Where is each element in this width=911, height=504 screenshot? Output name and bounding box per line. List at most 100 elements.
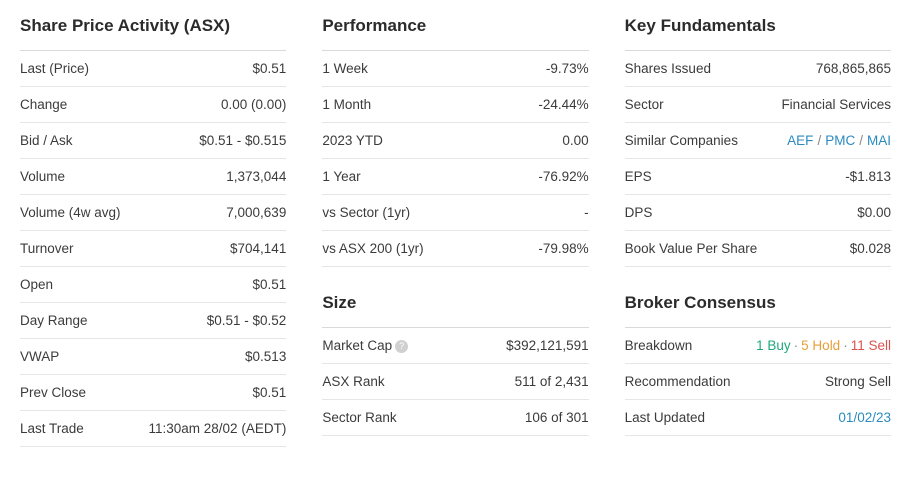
- sector-value: Financial Services: [781, 97, 891, 112]
- row-label: Prev Close: [20, 385, 86, 400]
- row-label: Bid / Ask: [20, 133, 73, 148]
- table-row: Volume 1,373,044: [20, 159, 286, 195]
- table-row: 1 Month -24.44%: [322, 87, 588, 123]
- last-updated-value[interactable]: 01/02/23: [838, 410, 891, 425]
- row-value: $704,141: [230, 241, 286, 256]
- table-row: Change 0.00 (0.00): [20, 87, 286, 123]
- similar-link-aef[interactable]: AEF: [787, 133, 813, 148]
- table-row: Open$0.51: [20, 267, 286, 303]
- table-row: Day Range $0.51 - $0.52: [20, 303, 286, 339]
- middle-column: Performance 1 Week -9.73% 1 Month -24.44% 20…: [322, 16, 588, 447]
- separator: /: [813, 133, 825, 148]
- row-label: Last Trade: [20, 421, 84, 436]
- shares-issued-value: 768,865,865: [816, 61, 891, 76]
- row-value: $0.51 - $0.52: [207, 313, 287, 328]
- row-value: -: [584, 205, 589, 220]
- row-value: -24.44%: [538, 97, 588, 112]
- broker-consensus-title: Broker Consensus: [625, 293, 891, 328]
- row-label: Volume: [20, 169, 65, 184]
- row-label: ASX Rank: [322, 374, 384, 389]
- table-row: ASX Rank 511 of 2,431: [322, 364, 588, 400]
- row-value: 0.00: [562, 133, 588, 148]
- row-value: 0.00 (0.00): [221, 97, 286, 112]
- row-label: Open: [20, 277, 53, 292]
- table-row: EPS -$1.813: [625, 159, 891, 195]
- table-row: Sector Financial Services: [625, 87, 891, 123]
- eps-label: EPS: [625, 169, 652, 184]
- row-value: 106 of 301: [525, 410, 589, 425]
- table-row: Last Trade11:30am 28/02 (AEDT): [20, 411, 286, 447]
- last-updated-label: Last Updated: [625, 410, 705, 425]
- breakdown-value: 1 Buy·5 Hold·11 Sell: [756, 338, 891, 353]
- row-value: $0.513: [245, 349, 286, 364]
- performance-title: Performance: [322, 16, 588, 51]
- row-value: 1,373,044: [226, 169, 286, 184]
- table-row: Last Updated 01/02/23: [625, 400, 891, 436]
- similar-companies-label: Similar Companies: [625, 133, 738, 148]
- table-row: Breakdown 1 Buy·5 Hold·11 Sell: [625, 328, 891, 364]
- table-row: Recommendation Strong Sell: [625, 364, 891, 400]
- shares-issued-label: Shares Issued: [625, 61, 711, 76]
- similar-link-pmc[interactable]: PMC: [825, 133, 855, 148]
- row-value: -9.73%: [546, 61, 589, 76]
- row-label: Sector Rank: [322, 410, 396, 425]
- row-label: Change: [20, 97, 67, 112]
- breakdown-hold: 5 Hold: [801, 338, 840, 353]
- table-row: 1 Year -76.92%: [322, 159, 588, 195]
- breakdown-label: Breakdown: [625, 338, 693, 353]
- broker-consensus-table: Breakdown 1 Buy·5 Hold·11 Sell Recommend…: [625, 328, 891, 436]
- row-label: 1 Week: [322, 61, 368, 76]
- dps-label: DPS: [625, 205, 653, 220]
- table-row: vs ASX 200 (1yr)-79.98%: [322, 231, 588, 267]
- key-fundamentals-table: Shares Issued 768,865,865 Sector Financi…: [625, 51, 891, 267]
- table-row: DPS $0.00: [625, 195, 891, 231]
- sector-label: Sector: [625, 97, 664, 112]
- share-price-activity-title: Share Price Activity (ASX): [20, 16, 286, 51]
- bvps-label: Book Value Per Share: [625, 241, 758, 256]
- similar-companies-value: AEF/PMC/MAI: [787, 133, 891, 148]
- row-value: 511 of 2,431: [515, 374, 589, 389]
- similar-link-mai[interactable]: MAI: [867, 133, 891, 148]
- table-row: Last (Price)$0.51: [20, 51, 286, 87]
- table-row: Shares Issued 768,865,865: [625, 51, 891, 87]
- row-value: $0.51: [253, 385, 287, 400]
- row-label: vs ASX 200 (1yr): [322, 241, 423, 256]
- share-price-activity-panel: Share Price Activity (ASX) Last (Price)$…: [20, 16, 286, 447]
- separator: /: [855, 133, 867, 148]
- row-label: vs Sector (1yr): [322, 205, 410, 220]
- table-row: Sector Rank 106 of 301: [322, 400, 588, 436]
- help-icon[interactable]: ?: [395, 340, 408, 353]
- row-label: 1 Month: [322, 97, 371, 112]
- row-label: Volume (4w avg): [20, 205, 121, 220]
- separator: ·: [840, 338, 851, 353]
- size-title: Size: [322, 293, 588, 328]
- performance-table: 1 Week -9.73% 1 Month -24.44% 2023 YTD 0.00 1 …: [322, 51, 588, 267]
- table-row: VWAP$0.513: [20, 339, 286, 375]
- right-column: Key Fundamentals Shares Issued 768,865,8…: [625, 16, 891, 447]
- bvps-value: $0.028: [850, 241, 891, 256]
- breakdown-sell: 11 Sell: [851, 338, 891, 353]
- table-row: Market Cap? $392,121,591: [322, 328, 588, 364]
- table-row: Bid / Ask $0.51 - $0.515: [20, 123, 286, 159]
- table-row: 1 Week -9.73%: [322, 51, 588, 87]
- share-price-activity-table: Last (Price)$0.51 Change 0.00 (0.00) Bid / …: [20, 51, 286, 447]
- last-updated-link[interactable]: 01/02/23: [838, 410, 891, 425]
- table-row: vs Sector (1yr) -: [322, 195, 588, 231]
- table-row: 2023 YTD 0.00: [322, 123, 588, 159]
- breakdown-buy: 1 Buy: [756, 338, 791, 353]
- row-value: $0.51 - $0.515: [199, 133, 286, 148]
- size-table: Market Cap? $392,121,591 ASX Rank 511 of 2,…: [322, 328, 588, 436]
- row-value: -76.92%: [538, 169, 588, 184]
- row-label: 2023 YTD: [322, 133, 383, 148]
- table-row: Turnover $704,141: [20, 231, 286, 267]
- table-row: Book Value Per Share $0.028: [625, 231, 891, 267]
- row-value: $392,121,591: [506, 338, 589, 353]
- eps-value: -$1.813: [845, 169, 891, 184]
- separator: ·: [791, 338, 802, 353]
- row-label: 1 Year: [322, 169, 360, 184]
- row-label: Day Range: [20, 313, 88, 328]
- table-row: Volume (4w avg)7,000,639: [20, 195, 286, 231]
- dps-value: $0.00: [857, 205, 891, 220]
- row-label: Market Cap?: [322, 338, 408, 353]
- row-label: Turnover: [20, 241, 74, 256]
